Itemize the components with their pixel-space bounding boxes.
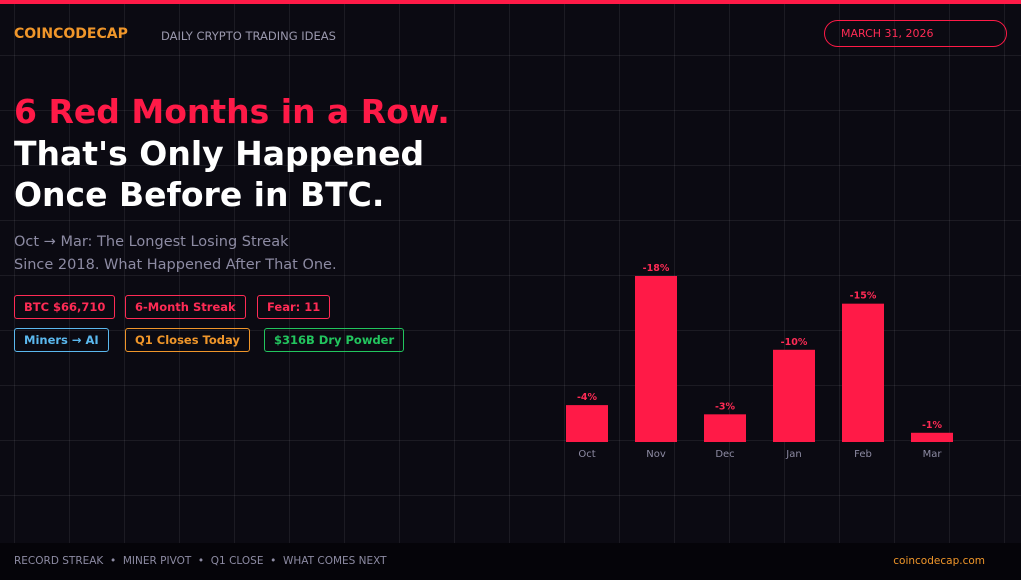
tag: Miners → AI xyxy=(14,328,109,352)
value-label: -1% xyxy=(922,420,943,431)
tagline: DAILY CRYPTO TRADING IDEAS xyxy=(161,29,336,43)
footer-topics: RECORD STREAK • MINER PIVOT • Q1 CLOSE •… xyxy=(14,555,387,567)
bar xyxy=(635,276,677,442)
x-tick-label: Feb xyxy=(854,449,872,460)
tag: $316B Dry Powder xyxy=(264,328,405,352)
value-label: -15% xyxy=(850,291,877,302)
chart: -4% Oct -18% Nov -3% Dec -10% Jan -15% Feb -1% Mar xyxy=(566,263,953,460)
value-label: -4% xyxy=(577,392,598,403)
date-pill: MARCH 31, 2026 xyxy=(824,20,1007,47)
footer: RECORD STREAK • MINER PIVOT • Q1 CLOSE •… xyxy=(0,543,1021,580)
bar xyxy=(773,349,815,442)
subtitle: Oct → Mar: The Longest Losing Streak xyxy=(14,234,289,250)
tag: Fear: 11 xyxy=(257,295,331,319)
x-tick-label: Oct xyxy=(578,449,595,460)
headline: 6 Red Months in a Row. xyxy=(14,92,450,131)
subtitle: Since 2018. What Happened After That One… xyxy=(14,257,337,273)
value-label: -18% xyxy=(643,263,670,274)
headline: That's Only Happened xyxy=(14,134,425,173)
footer-site: coincodecap.com xyxy=(893,555,985,567)
x-tick-label: Dec xyxy=(715,449,734,460)
bar xyxy=(566,405,608,442)
accent-bar xyxy=(0,0,1021,4)
x-tick-label: Jan xyxy=(785,449,801,460)
tag: 6-Month Streak xyxy=(125,295,246,319)
tag: Q1 Closes Today xyxy=(125,328,250,352)
x-tick-label: Nov xyxy=(646,449,666,460)
bar xyxy=(911,432,953,442)
brand: COINCODECAP xyxy=(14,26,128,42)
headline: Once Before in BTC. xyxy=(14,175,385,214)
bar xyxy=(704,414,746,442)
bar xyxy=(842,303,884,442)
value-label: -10% xyxy=(781,337,808,348)
x-tick-label: Mar xyxy=(923,449,943,460)
value-label: -3% xyxy=(715,401,736,412)
tag: BTC $66,710 xyxy=(14,295,116,319)
